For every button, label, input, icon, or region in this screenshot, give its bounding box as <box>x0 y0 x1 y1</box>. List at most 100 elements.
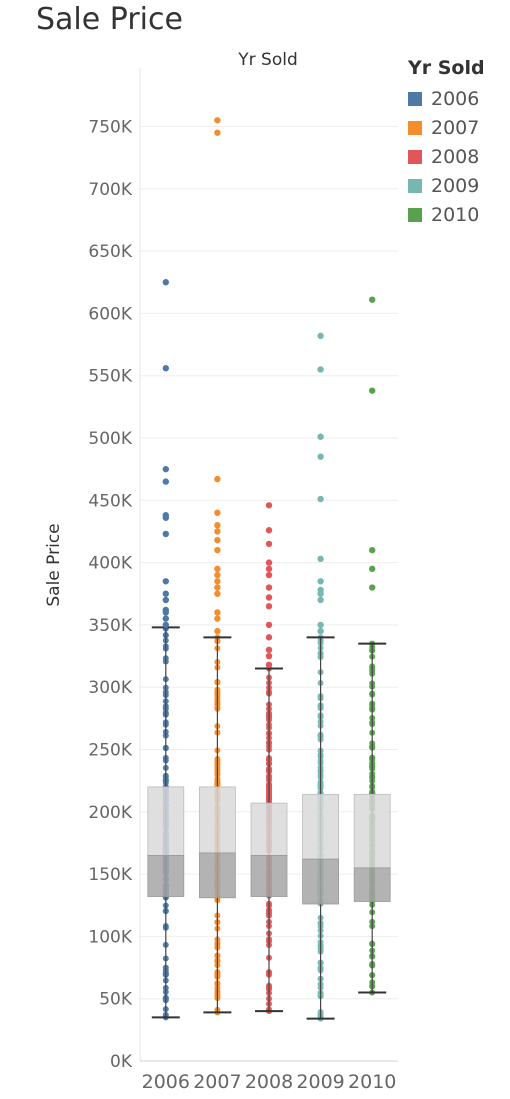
outlier-point <box>214 117 221 124</box>
outlier-point <box>162 279 169 286</box>
y-tick-label: 200K <box>88 803 132 823</box>
outlier-point <box>369 546 376 554</box>
outlier-point <box>214 590 221 597</box>
outlier-point <box>265 652 273 660</box>
box-upper <box>353 793 391 869</box>
outlier-point <box>265 661 273 668</box>
legend-title: Yr Sold <box>408 57 485 79</box>
y-tick-label: 100K <box>88 927 132 947</box>
y-tick-label: 350K <box>88 616 132 636</box>
outlier-point <box>214 546 221 554</box>
outlier-point <box>214 578 221 585</box>
y-tick-label: 600K <box>88 304 132 324</box>
outlier-point <box>265 646 273 654</box>
x-tick-label: 2009 <box>296 1071 344 1093</box>
y-tick-label: 300K <box>88 678 132 698</box>
outlier-point <box>214 528 221 535</box>
outlier-point <box>265 621 273 629</box>
legend-swatch <box>408 179 422 194</box>
legend-item-2006[interactable]: 2006 <box>408 84 485 113</box>
legend-swatch <box>408 208 422 223</box>
outlier-point <box>317 596 324 604</box>
y-tick-label: 450K <box>88 491 132 511</box>
outlier-point <box>317 495 324 503</box>
outlier-point <box>317 332 324 340</box>
outlier-point <box>214 627 221 635</box>
box-upper <box>198 786 236 854</box>
outlier-point <box>265 527 273 534</box>
legend-swatch <box>408 120 422 135</box>
column-header: Yr Sold <box>238 50 298 70</box>
legend-label: 2006 <box>431 87 480 110</box>
outlier-point <box>162 615 169 622</box>
outlier-point <box>214 584 221 591</box>
legend-label: 2010 <box>431 204 480 227</box>
box-lower <box>353 867 391 902</box>
outlier-point <box>214 536 221 544</box>
outlier-point <box>214 609 221 616</box>
outlier-point <box>317 578 324 585</box>
outlier-point <box>265 540 273 548</box>
box-lower <box>250 855 288 897</box>
legend-swatch <box>408 149 422 164</box>
outlier-point <box>214 129 221 136</box>
outlier-point <box>162 621 169 629</box>
x-tick-label: 2010 <box>348 1071 396 1093</box>
outlier-point <box>317 627 324 635</box>
y-tick-label: 750K <box>88 118 132 138</box>
outlier-point <box>317 366 324 373</box>
outlier-point <box>265 634 273 641</box>
outlier-point <box>162 478 169 485</box>
y-tick-label: 650K <box>88 242 132 262</box>
outlier-point <box>317 555 324 563</box>
outlier-point <box>265 584 273 591</box>
y-tick-label: 250K <box>88 741 132 761</box>
outlier-point <box>317 453 324 460</box>
legend-swatch <box>408 91 422 106</box>
outlier-point <box>162 609 169 616</box>
y-tick-label: 0K <box>110 1052 133 1072</box>
outlier-point <box>265 565 273 573</box>
legend-item-2008[interactable]: 2008 <box>408 142 485 171</box>
outlier-point <box>265 603 273 610</box>
outlier-point <box>214 565 221 573</box>
y-tick-label: 550K <box>88 367 132 387</box>
legend: Yr Sold 2006 2007 2008 2009 2010 <box>408 57 485 230</box>
legend-item-2010[interactable]: 2010 <box>408 201 485 230</box>
legend-item-2007[interactable]: 2007 <box>408 113 485 142</box>
legend-item-2009[interactable]: 2009 <box>408 172 485 201</box>
outlier-point <box>265 502 273 509</box>
chart-title: Sale Price <box>36 2 183 37</box>
x-tick-label: 2008 <box>245 1071 293 1093</box>
outlier-point <box>317 433 324 440</box>
outlier-point <box>162 530 169 538</box>
outlier-point <box>162 596 169 604</box>
y-tick-label: 50K <box>99 990 133 1010</box>
outlier-point <box>162 590 169 597</box>
outlier-point <box>214 615 221 622</box>
outlier-point <box>162 514 169 521</box>
outlier-point <box>369 584 376 591</box>
outlier-point <box>317 590 324 597</box>
x-tick-label: 2007 <box>193 1071 241 1093</box>
x-tick-label: 2006 <box>142 1071 190 1093</box>
legend-label: 2008 <box>431 145 480 168</box>
outlier-point <box>214 475 221 483</box>
box-upper <box>250 802 288 856</box>
outlier-point <box>162 365 169 372</box>
box-lower <box>302 858 340 905</box>
outlier-point <box>369 387 376 394</box>
y-tick-label: 150K <box>88 865 132 885</box>
y-tick-label: 500K <box>88 429 132 449</box>
outlier-point <box>214 522 221 529</box>
legend-label: 2007 <box>431 116 480 139</box>
outlier-point <box>214 571 221 579</box>
outlier-point <box>265 559 273 566</box>
outlier-point <box>162 578 169 585</box>
outlier-point <box>265 571 273 579</box>
outlier-point <box>369 565 376 573</box>
outlier-point <box>369 296 376 303</box>
box-upper <box>147 786 185 856</box>
box-lower <box>147 855 185 897</box>
outlier-point <box>265 594 273 601</box>
